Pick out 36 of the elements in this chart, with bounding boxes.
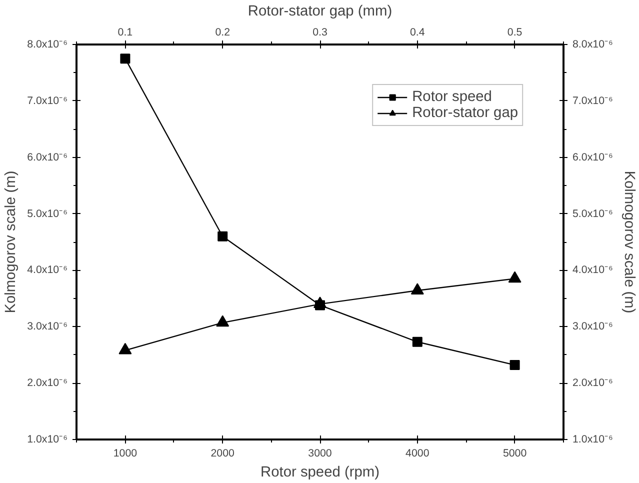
x-tick-label: 1000 [113,448,138,460]
y2-tick-label: 2.0x10⁻⁶ [572,377,613,390]
x2-tick-label: 0.2 [215,26,230,38]
point [218,231,228,242]
x-tick-label: 3000 [308,448,332,460]
legend-label: Rotor-stator gap [412,105,518,121]
x2-tick-label: 0.4 [410,26,425,38]
x-tick-label: 4000 [406,448,430,460]
x2-axis-title: Rotor-stator gap (mm) [248,4,392,20]
y-tick-label: 4.0x10⁻⁶ [27,264,68,276]
point [412,336,422,347]
y2-axis-title: Kolmogorov scale (m) [620,170,637,314]
y-tick-label: 2.0x10⁻⁶ [27,377,68,390]
x2-tick-label: 0.5 [507,26,522,38]
y-tick-label: 3.0x10⁻⁶ [27,320,68,333]
y-tick-label: 6.0x10⁻⁶ [27,151,68,164]
point [120,54,130,64]
legend-label: Rotor speed [412,89,492,105]
y-tick-label: 8.0x10⁻⁶ [27,38,68,50]
y2-tick-label: 3.0x10⁻⁶ [572,320,613,333]
y-axis-title: Kolmogorov scale (m) [3,170,20,314]
x2-tick-label: 0.1 [118,26,133,38]
y2-tick-label: 1.0x10⁻⁶ [572,434,613,446]
y2-tick-label: 6.0x10⁻⁶ [572,151,613,164]
y-tick-label: 7.0x10⁻⁶ [27,94,68,107]
x-tick-label: 2000 [210,448,235,460]
y2-tick-label: 7.0x10⁻⁶ [572,94,613,107]
x2-tick-label: 0.3 [312,26,328,38]
y2-tick-label: 5.0x10⁻⁶ [572,208,613,220]
x-axis-title: Rotor speed (rpm) [260,464,380,480]
point [510,360,520,370]
y2-tick-label: 4.0x10⁻⁶ [572,264,613,276]
y-tick-label: 5.0x10⁻⁶ [27,208,68,220]
x-tick-label: 5000 [502,448,527,460]
y2-tick-label: 8.0x10⁻⁶ [572,38,613,50]
y-tick-label: 1.0x10⁻⁶ [27,434,68,446]
